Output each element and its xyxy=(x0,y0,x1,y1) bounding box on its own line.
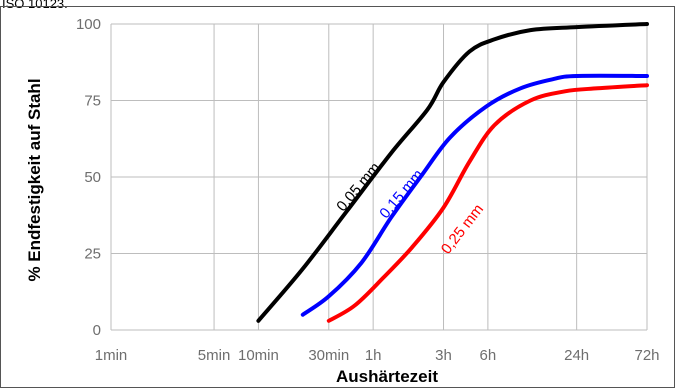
series-line-0 xyxy=(256,22,649,323)
series-line-2 xyxy=(326,83,649,323)
x-tick-label: 5min xyxy=(198,347,231,364)
x-tick-label: 72h xyxy=(634,347,659,364)
x-tick-label: 10min xyxy=(238,347,279,364)
y-tick-label: 0 xyxy=(93,322,101,339)
y-axis-ticks: 0 25 50 75 100 xyxy=(76,16,101,339)
series-line-1 xyxy=(300,73,649,317)
x-tick-label: 6h xyxy=(480,347,497,364)
x-tick-label: 24h xyxy=(564,347,589,364)
x-tick-label: 3h xyxy=(435,347,452,364)
x-axis-title: Aushärtezeit xyxy=(336,367,438,386)
series-label-0: 0,05 mm xyxy=(333,159,384,215)
series-label-1: 0,15 mm xyxy=(376,166,427,222)
y-tick-label: 50 xyxy=(84,169,101,186)
y-tick-label: 100 xyxy=(76,16,101,33)
x-axis-ticks: 1min 5min 10min 30min 1h 3h 6h 24h 72h xyxy=(95,347,660,364)
header-text: ISO 10123. xyxy=(2,0,68,11)
y-tick-label: 75 xyxy=(84,93,101,110)
y-tick-label: 25 xyxy=(84,246,101,263)
series-label-2: 0,25 mm xyxy=(438,201,487,257)
x-tick-label: 1min xyxy=(95,347,128,364)
horizontal-gridlines xyxy=(111,23,647,331)
y-axis-title: % Endfestigkeit auf Stahl xyxy=(25,78,44,281)
x-tick-label: 30min xyxy=(308,347,349,364)
x-tick-label: 1h xyxy=(365,347,382,364)
series-lines xyxy=(256,22,649,323)
